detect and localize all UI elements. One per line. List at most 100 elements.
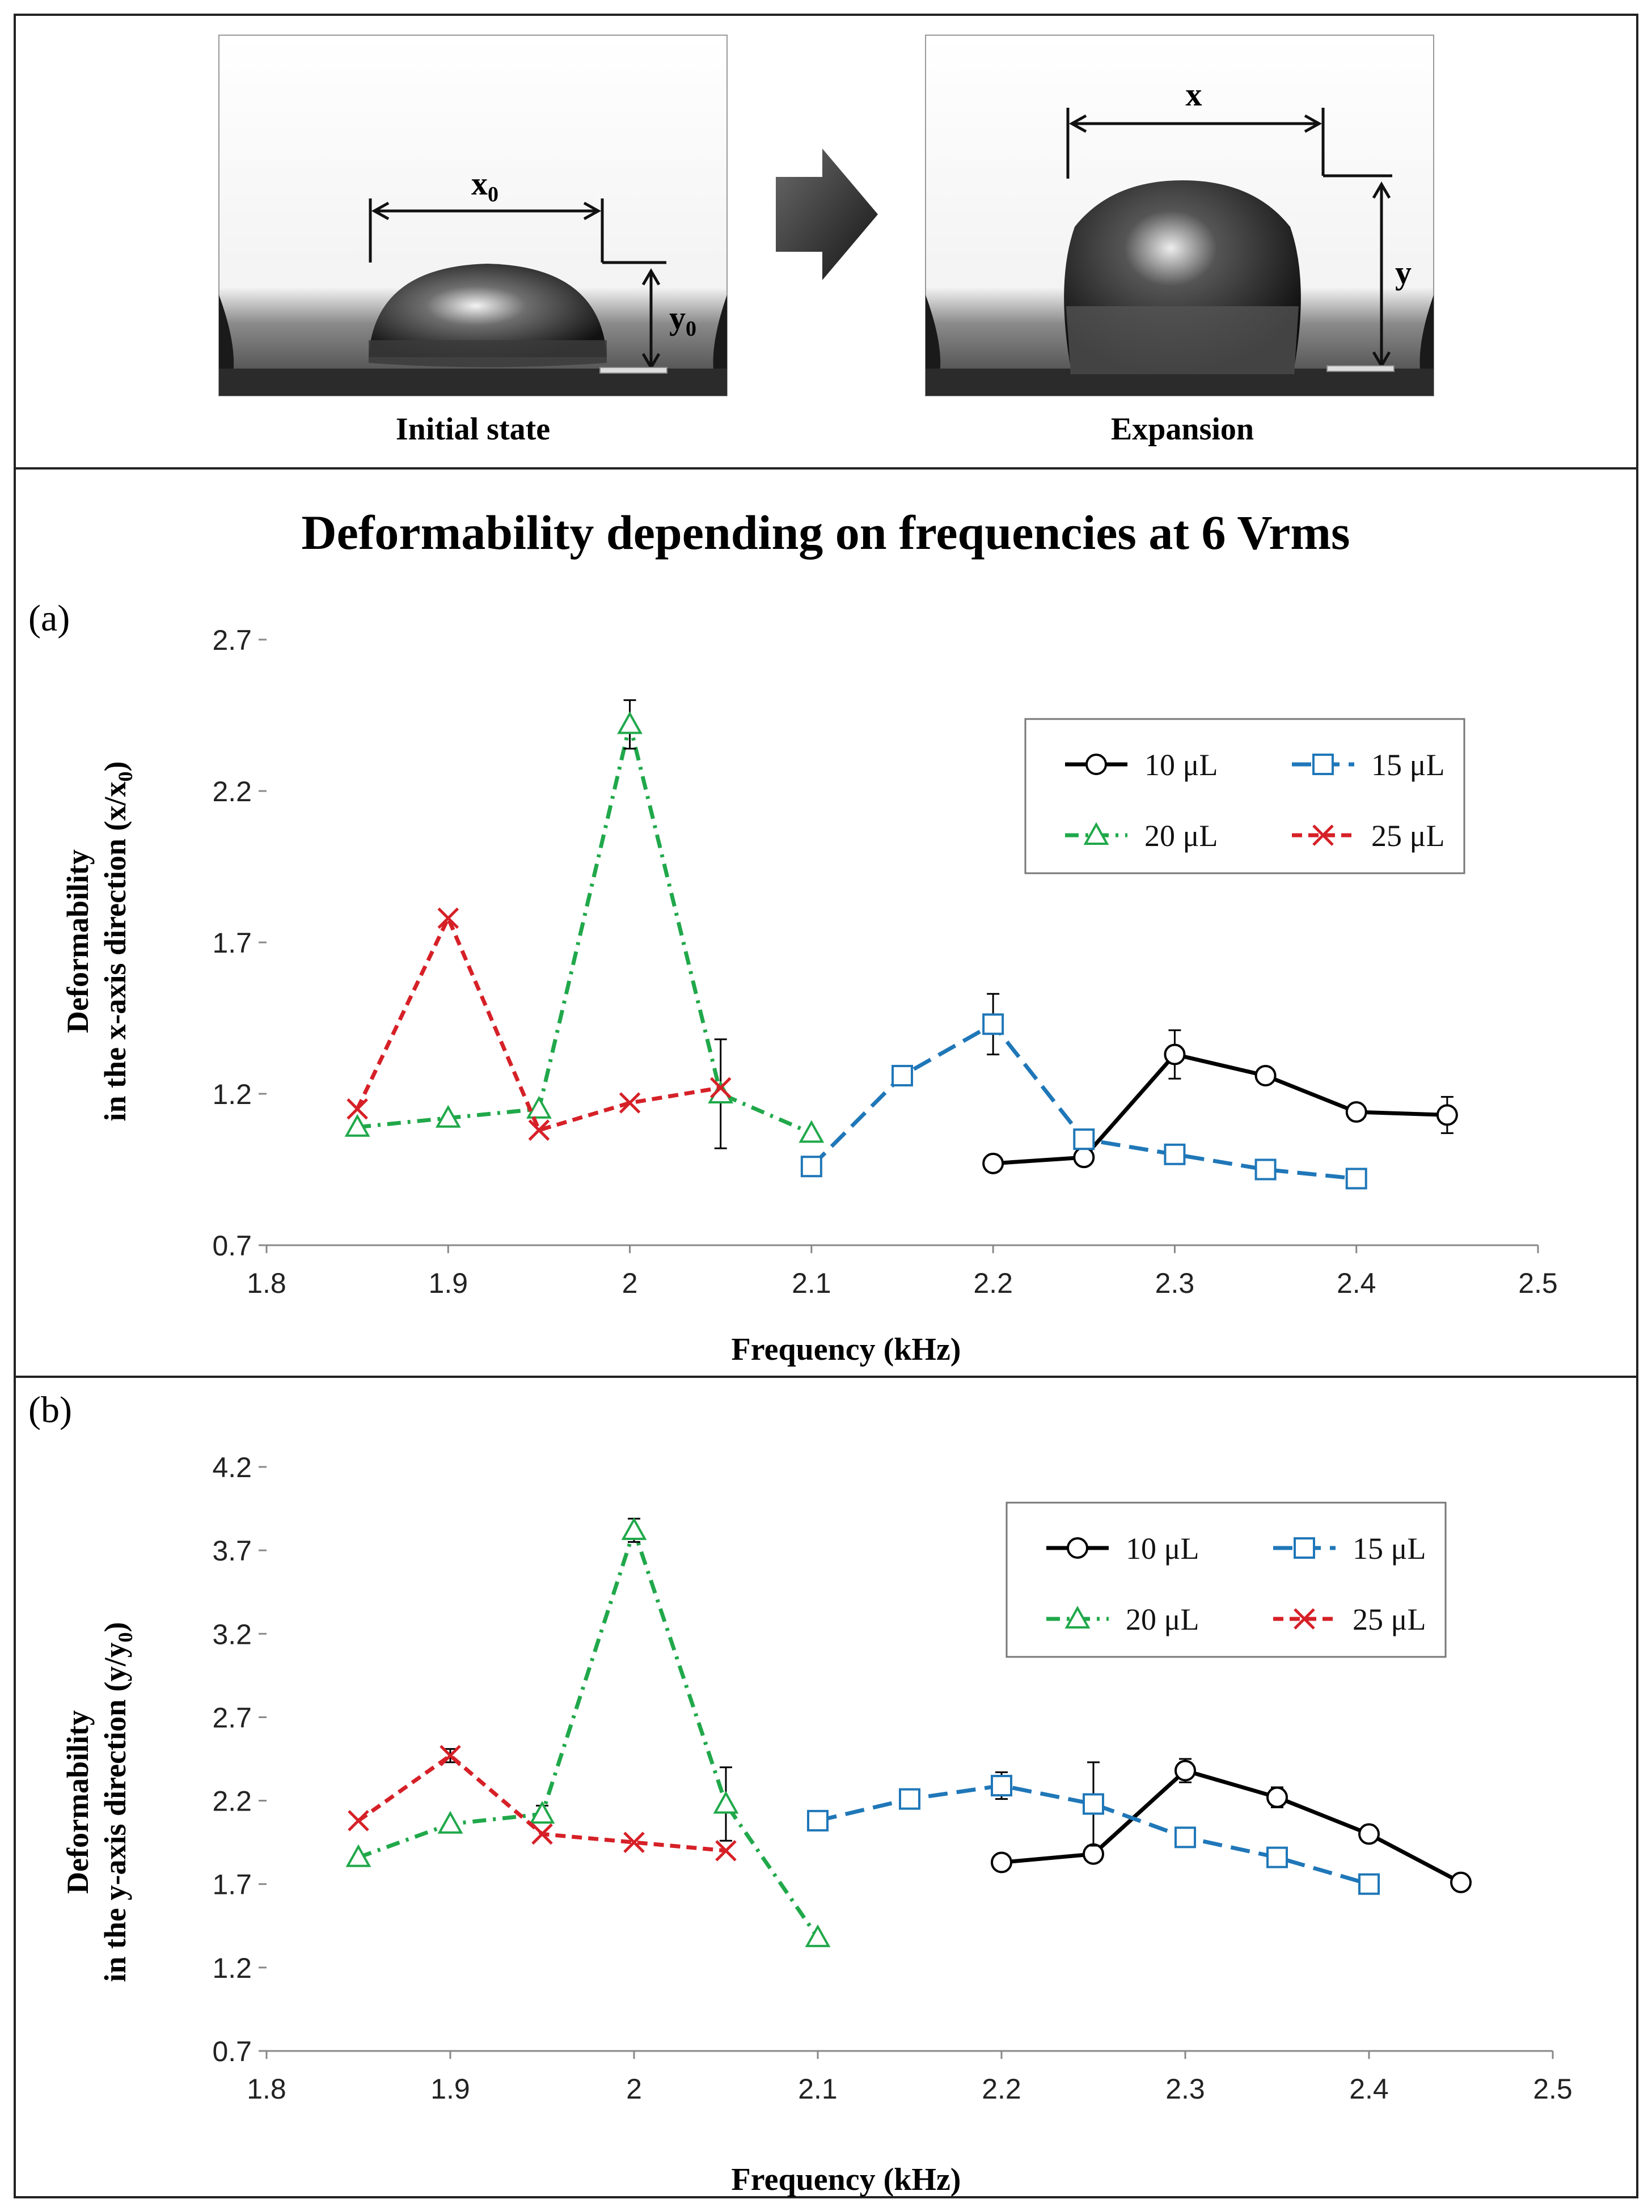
legend-label: 25 μL bbox=[1353, 1602, 1426, 1636]
y-tick-label: 1.7 bbox=[212, 927, 252, 959]
legend-swatch-marker bbox=[1067, 1537, 1088, 1559]
series-10uL-line bbox=[992, 1052, 1447, 1166]
series-20uL-point bbox=[526, 1096, 552, 1119]
series-25uL-point bbox=[623, 1832, 645, 1853]
series-15uL-point bbox=[1164, 1143, 1186, 1165]
legend-label: 10 μL bbox=[1144, 748, 1218, 782]
chart-b-x-axis-title: Frequency (kHz) bbox=[732, 2162, 961, 2197]
chart-b-y-axis-title: Deformability in the y-axis direction (y… bbox=[61, 1622, 137, 1982]
series-25uL-point bbox=[348, 1810, 369, 1832]
x-tick-label: 2.2 bbox=[982, 2073, 1021, 2105]
series-25uL-line bbox=[355, 916, 721, 1132]
legend-item-20uL: 20 μL bbox=[1065, 819, 1218, 853]
series-10uL-point bbox=[1164, 1043, 1186, 1065]
series-15uL-point bbox=[1358, 1873, 1380, 1895]
legend-swatch-marker bbox=[1083, 822, 1109, 845]
x-tick-label: 2.4 bbox=[1337, 1267, 1376, 1299]
y-tick-label: 1.2 bbox=[212, 1078, 252, 1110]
x-tick-label: 2.4 bbox=[1349, 2073, 1389, 2105]
chart-b-y-title-line2: in the y-axis direction (y/y0) bbox=[98, 1622, 137, 1982]
series-10uL-point bbox=[1254, 1064, 1277, 1086]
x-tick-label: 2 bbox=[622, 1267, 638, 1299]
chart-b-panel-frame bbox=[14, 1376, 1638, 2198]
series-20uL-point bbox=[617, 711, 643, 734]
legend-item-10uL: 10 μL bbox=[1046, 1532, 1199, 1566]
series-25uL-point bbox=[347, 1098, 368, 1120]
chart-b-y-axis: 0.7 1.2 1.7 2.2 2.7 3.2 3.7 4.2 bbox=[212, 1452, 267, 2067]
expansion-photo: x y Expansion bbox=[925, 35, 1434, 447]
initial-droplet-base bbox=[369, 340, 607, 367]
x-tick-label: 1.9 bbox=[429, 1267, 468, 1299]
y-label: y bbox=[1395, 254, 1412, 291]
chart-b-plot-area bbox=[345, 1517, 1472, 1947]
series-20uL-point bbox=[798, 1120, 825, 1143]
series-15uL-point bbox=[1174, 1826, 1196, 1849]
legend-swatch-marker bbox=[1294, 1537, 1315, 1559]
legend-label: 15 μL bbox=[1353, 1532, 1426, 1566]
series-10uL-point bbox=[982, 1152, 1004, 1174]
x0-label: x0 bbox=[471, 165, 498, 206]
series-20uL-line bbox=[357, 722, 813, 1135]
series-20uL-point bbox=[345, 1844, 371, 1867]
chart-a-panel-frame bbox=[14, 467, 1638, 1378]
chart-a-legend: 10 μL 15 μL 20 μL 25 μL bbox=[1024, 718, 1465, 874]
y-tick-label: 3.2 bbox=[212, 1618, 252, 1650]
initial-state-caption: Initial state bbox=[396, 412, 550, 447]
initial-droplet bbox=[369, 264, 607, 357]
chart-a-y-axis: 0.7 1.2 1.7 2.2 2.7 bbox=[212, 624, 267, 1262]
series-15uL-point bbox=[1266, 1846, 1288, 1868]
series-15uL-point bbox=[800, 1156, 822, 1178]
y-tick-label: 2.2 bbox=[212, 1786, 252, 1817]
series-20uL-point bbox=[344, 1114, 370, 1137]
x-tick-label: 2.1 bbox=[798, 2073, 838, 2105]
x-tick-label: 2.3 bbox=[1165, 2073, 1205, 2105]
series-25uL bbox=[348, 1745, 737, 1862]
x-tick-label: 2.5 bbox=[1518, 1267, 1558, 1299]
series-15uL bbox=[807, 1761, 1380, 1895]
y-tick-label: 0.7 bbox=[212, 2036, 252, 2067]
series-10uL-point bbox=[1174, 1760, 1196, 1782]
y-dimension bbox=[1323, 174, 1395, 372]
y0-dimension bbox=[599, 261, 667, 374]
series-15uL-point bbox=[982, 1013, 1004, 1035]
legend-label: 25 μL bbox=[1371, 819, 1444, 853]
legend-item-15uL: 15 μL bbox=[1292, 748, 1444, 782]
series-15uL-point bbox=[1254, 1158, 1277, 1181]
y-tick-label: 1.2 bbox=[212, 1952, 252, 1984]
y-tick-label: 3.7 bbox=[212, 1535, 252, 1567]
legend-label: 20 μL bbox=[1126, 1602, 1199, 1636]
chart-b-y-title-line1: Deformability bbox=[61, 1710, 95, 1894]
series-25uL-point bbox=[528, 1119, 550, 1141]
legend-swatch-marker bbox=[1294, 1608, 1315, 1630]
legend-item-20uL: 20 μL bbox=[1046, 1602, 1199, 1636]
legend-swatch-marker bbox=[1085, 754, 1107, 775]
expanded-droplet-base bbox=[1066, 306, 1299, 374]
series-20uL-point bbox=[713, 1791, 739, 1814]
chart-a-y-title-line2: in the x-axis direction (x/x0) bbox=[98, 762, 137, 1122]
chart-a: (a) 0.7 1.2 1.7 2.2 2.7 1.8 1.9 2 2.1 2.2 2.3 2.4 2… bbox=[28, 598, 1558, 1367]
series-10uL bbox=[991, 1758, 1472, 1893]
y0-label: y0 bbox=[669, 299, 696, 341]
arrow-right-icon bbox=[776, 149, 878, 280]
legend-label: 15 μL bbox=[1371, 748, 1444, 782]
series-10uL-point bbox=[1345, 1101, 1367, 1123]
y-tick-label: 2.2 bbox=[212, 776, 252, 807]
series-20uL-line bbox=[357, 1528, 819, 1939]
legend-swatch-marker bbox=[1312, 754, 1334, 775]
series-10uL-point bbox=[1436, 1104, 1458, 1126]
series-20uL-point bbox=[805, 1924, 831, 1947]
legend-box bbox=[1024, 718, 1465, 874]
series-10uL-point bbox=[1266, 1786, 1288, 1808]
x0-dimension bbox=[369, 198, 604, 263]
series-15uL bbox=[800, 993, 1367, 1190]
series-25uL bbox=[347, 907, 732, 1141]
expansion-caption: Expansion bbox=[1111, 412, 1254, 447]
x-tick-label: 1.8 bbox=[247, 1267, 286, 1299]
series-15uL-point bbox=[1083, 1793, 1104, 1815]
series-10uL-point bbox=[1358, 1823, 1380, 1845]
x-dimension bbox=[1066, 108, 1325, 179]
series-10uL-point bbox=[991, 1851, 1012, 1873]
series-25uL-point bbox=[619, 1092, 641, 1114]
x-label: x bbox=[1186, 76, 1202, 113]
figure-title: Deformability depending on frequencies a… bbox=[302, 505, 1350, 560]
